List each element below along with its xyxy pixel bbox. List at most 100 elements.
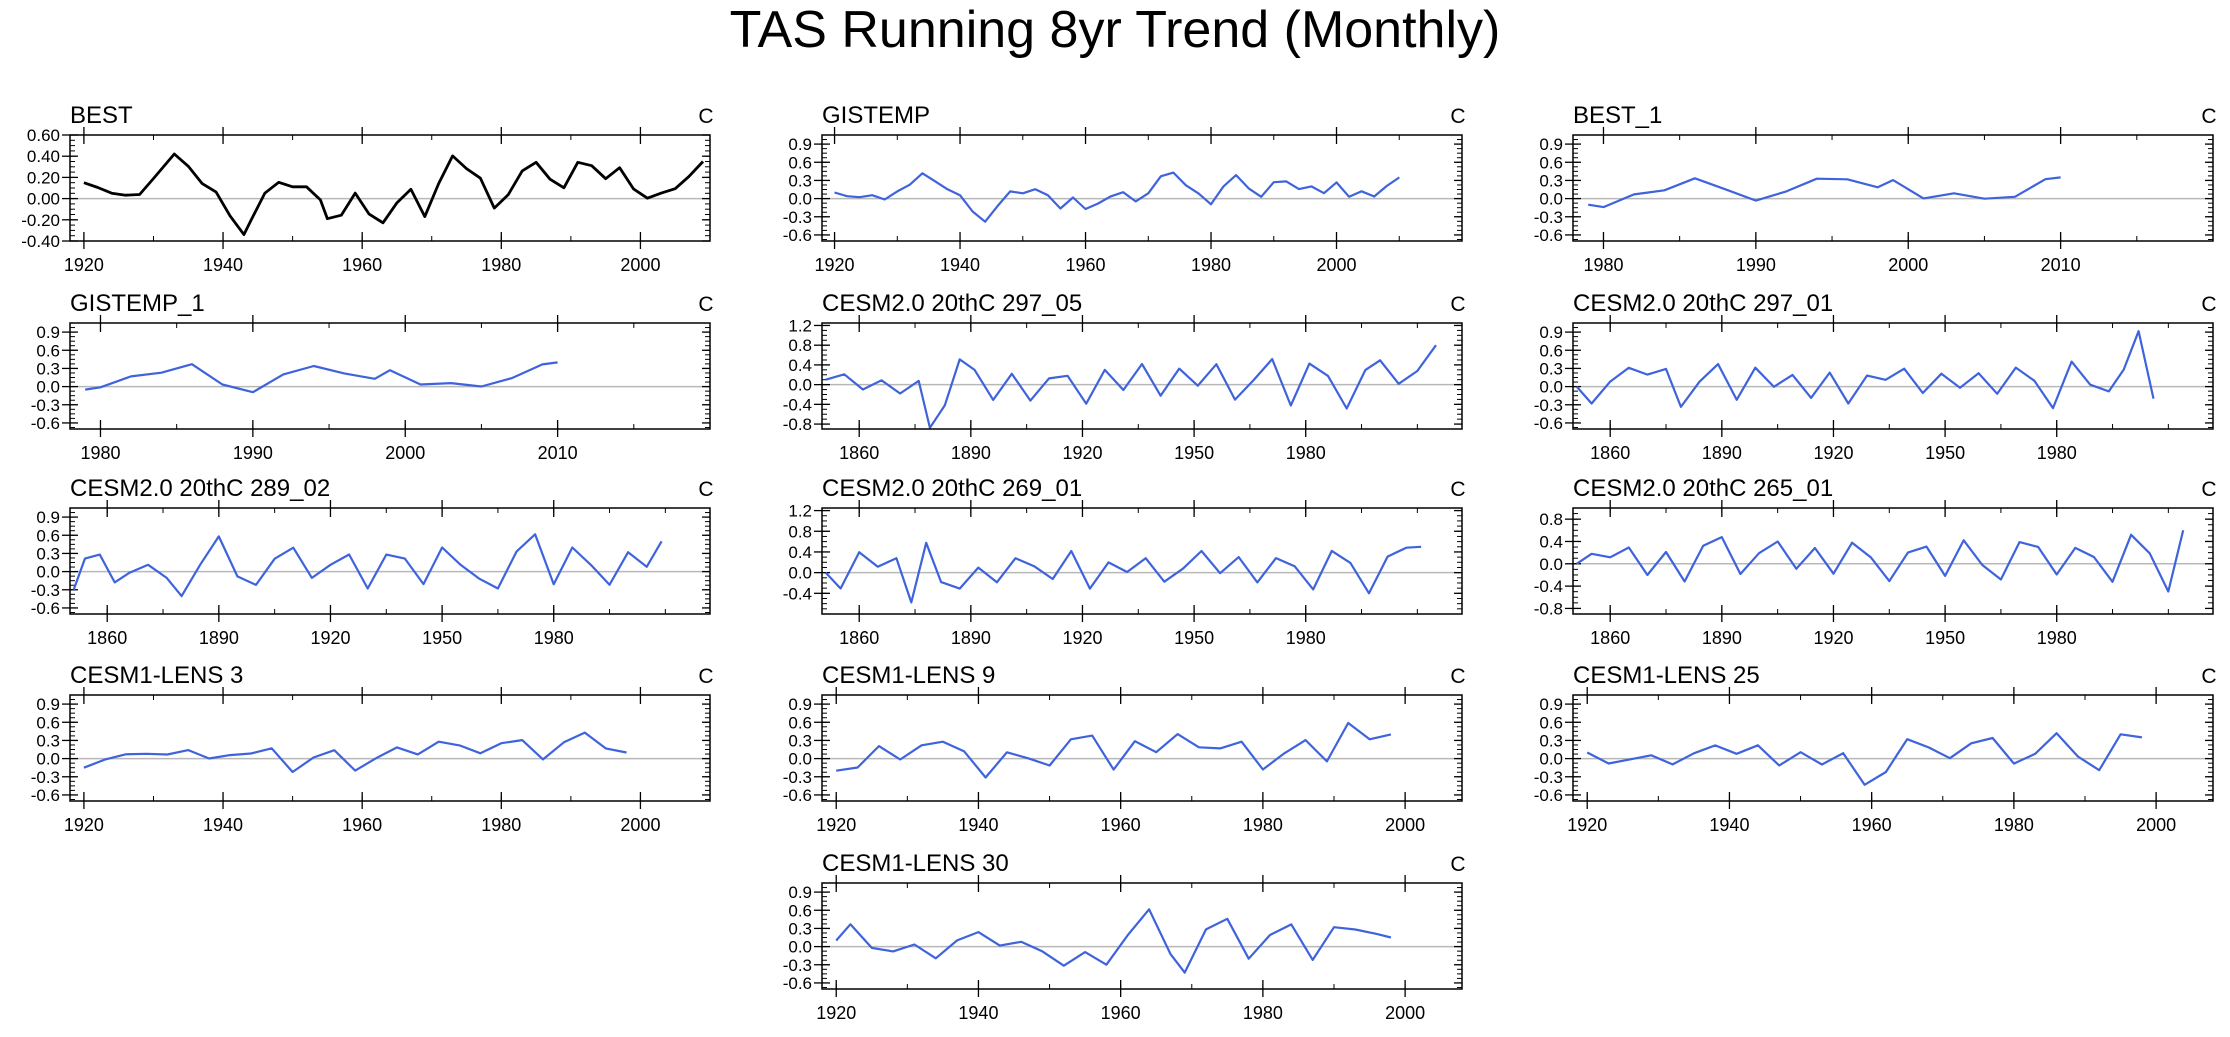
panel-9-xtick-label: 1940 (203, 815, 243, 835)
panel-5-ytick-label: -0.3 (1534, 396, 1563, 415)
panel-8-xtick-label: 1860 (1590, 628, 1630, 648)
panel-5-series-line (1575, 330, 2155, 410)
panel-1-series-line (834, 171, 1400, 223)
panel-2-units: C (2201, 105, 2216, 128)
panel-7-series-line (824, 541, 1422, 604)
panel-7-xtick-label: 1980 (1286, 628, 1326, 648)
panel-8-frame (1572, 507, 2214, 615)
panel-12-units: C (1450, 853, 1465, 876)
panel-6-xtick-label: 1950 (422, 628, 462, 648)
panel-11-ytick-label: -0.6 (1534, 786, 1563, 805)
panel-4-ytick-label: -0.8 (783, 415, 812, 434)
panel-8-ytick-label: -0.8 (1534, 599, 1563, 618)
panel-3-series-line (85, 361, 558, 394)
panel-5-title: CESM2.0 20thC 297_01 (1573, 290, 1833, 317)
panel-11-xtick-label: 1980 (1994, 815, 2034, 835)
panel-12: CESM1-LENS 30 C -0.6-0.30.00.30.60.9 1920 19… (783, 850, 1466, 1023)
panel-0-frame (69, 134, 711, 242)
panel-9-xtick-label: 1980 (481, 815, 521, 835)
panel-9-ytick-label: -0.3 (31, 768, 60, 787)
panel-4-ytick-label: 1.2 (788, 316, 812, 335)
panel-10-ytick-label: -0.3 (783, 768, 812, 787)
panel-2-xtick-label: 1980 (1583, 255, 1623, 275)
panel-7-ytick-label: 0.4 (788, 543, 812, 562)
panel-4-ytick-label: 0.4 (788, 356, 812, 375)
panel-3-xtick-label: 1980 (80, 443, 120, 463)
panel-10-title: CESM1-LENS 9 (822, 662, 995, 689)
panel-9-xtick-label: 2000 (620, 815, 660, 835)
panel-12-ytick-label: 0.3 (788, 919, 812, 938)
panel-12-frame (821, 882, 1463, 990)
panel-6-ytick-label: -0.3 (31, 581, 60, 600)
panel-11-xtick-label: 1940 (1709, 815, 1749, 835)
panel-1: GISTEMP C -0.6-0.30.00.30.60.9 1920 1940 1960… (783, 102, 1466, 275)
panel-3-frame (69, 322, 711, 430)
panel-2-ytick-label: 0.9 (1539, 135, 1563, 154)
panel-10-ytick-label: 0.6 (788, 713, 812, 732)
panel-5-units: C (2201, 293, 2216, 316)
panel-11-xtick-label: 1960 (1852, 815, 1892, 835)
panel-5-ytick-label: 0.0 (1539, 378, 1563, 397)
panel-0-xtick-label: 2000 (620, 255, 660, 275)
panel-3-ytick-label: -0.3 (31, 396, 60, 415)
panel-1-ytick-label: -0.3 (783, 208, 812, 227)
panel-7-xtick-label: 1920 (1062, 628, 1102, 648)
panel-2: BEST_1 C -0.6-0.30.00.30.60.9 1980 1990 2000 2… (1534, 102, 2217, 275)
panel-7-xtick-label: 1890 (951, 628, 991, 648)
panel-9-series-line (83, 731, 627, 774)
panel-5-xtick-label: 1980 (2037, 443, 2077, 463)
panel-10-ytick-label: 0.9 (788, 695, 812, 714)
panel-0-ytick-label: -0.20 (21, 211, 60, 230)
panel-7-frame (821, 507, 1463, 615)
panel-3-ytick-label: 0.3 (36, 359, 60, 378)
panel-4-xtick-label: 1920 (1062, 443, 1102, 463)
panel-11-units: C (2201, 665, 2216, 688)
panel-8: CESM2.0 20thC 265_01 C -0.8 -0.4 0.0 0.4 0.8 18… (1534, 475, 2217, 648)
panel-6-ytick-label: 0.3 (36, 544, 60, 563)
panel-9-ytick-label: 0.6 (36, 713, 60, 732)
panel-0-xtick-label: 1960 (342, 255, 382, 275)
panel-5-ytick-label: -0.6 (1534, 414, 1563, 433)
panel-1-xtick-label: 1920 (815, 255, 855, 275)
panel-3-ytick-label: 0.6 (36, 341, 60, 360)
panel-0: BEST C -0.40 -0.20 0.00 0.20 0.40 0.60 1920 1940 1… (21, 102, 713, 275)
panel-2-series-line (1588, 176, 2061, 209)
panel-0-ytick-label: 0.40 (27, 147, 60, 166)
panel-11-xtick-label: 2000 (2136, 815, 2176, 835)
panel-4-xtick-label: 1980 (1286, 443, 1326, 463)
panel-2-frame (1572, 134, 2214, 242)
panel-6-ytick-label: 0.0 (36, 563, 60, 582)
panel-8-ytick-label: 0.0 (1539, 555, 1563, 574)
panel-12-xtick-label: 2000 (1385, 1003, 1425, 1023)
panel-6-xtick-label: 1860 (87, 628, 127, 648)
panel-8-xtick-label: 1950 (1925, 628, 1965, 648)
panel-7-title: CESM2.0 20thC 269_01 (822, 475, 1082, 502)
panel-11-ytick-label: 0.3 (1539, 731, 1563, 750)
panel-5-ytick-label: 0.9 (1539, 323, 1563, 342)
panel-11-xtick-label: 1920 (1567, 815, 1607, 835)
panel-11-frame (1572, 694, 2214, 802)
panel-3-title: GISTEMP_1 (70, 290, 205, 317)
panel-10-units: C (1450, 665, 1465, 688)
panel-6-title: CESM2.0 20thC 289_02 (70, 475, 330, 502)
panel-12-title: CESM1-LENS 30 (822, 850, 1009, 877)
panel-12-xtick-label: 1920 (816, 1003, 856, 1023)
panel-6-series-line (72, 533, 663, 598)
panel-8-units: C (2201, 478, 2216, 501)
panel-11-ytick-label: -0.3 (1534, 768, 1563, 787)
panel-6-units: C (698, 478, 713, 501)
panel-7-units: C (1450, 478, 1465, 501)
panel-0-units: C (698, 105, 713, 128)
panel-12-ytick-label: 0.9 (788, 883, 812, 902)
panel-7-xtick-label: 1860 (839, 628, 879, 648)
panel-12-xtick-label: 1980 (1243, 1003, 1283, 1023)
panel-1-ytick-label: 0.9 (788, 135, 812, 154)
panel-1-frame (821, 134, 1463, 242)
panel-6-xtick-label: 1980 (534, 628, 574, 648)
panel-8-xtick-label: 1890 (1702, 628, 1742, 648)
panel-0-ytick-label: 0.20 (27, 168, 60, 187)
panel-1-ytick-label: 0.3 (788, 171, 812, 190)
panel-12-ytick-label: -0.3 (783, 956, 812, 975)
panel-3-xtick-label: 2000 (385, 443, 425, 463)
